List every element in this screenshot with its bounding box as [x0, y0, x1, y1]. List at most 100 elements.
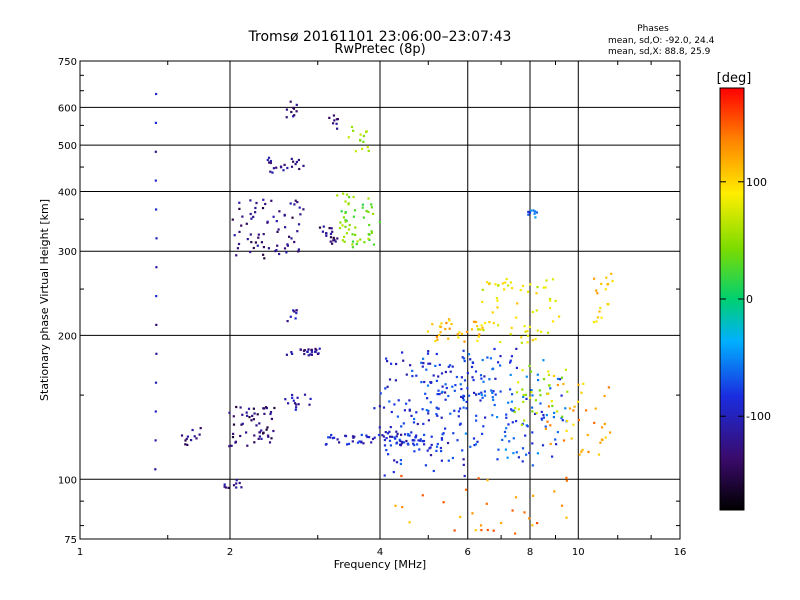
data-point — [549, 299, 552, 302]
data-point — [265, 428, 268, 431]
y-tick-label: 100 — [58, 475, 77, 486]
data-point — [354, 226, 357, 229]
data-point — [356, 240, 359, 243]
data-point — [530, 389, 533, 392]
data-point — [235, 254, 238, 257]
x-tick-label: 6 — [465, 547, 471, 558]
data-point — [403, 409, 406, 412]
data-point — [562, 382, 565, 386]
data-point — [309, 397, 312, 400]
data-point — [272, 215, 275, 218]
data-point — [276, 244, 279, 247]
data-point — [555, 443, 558, 446]
data-point — [466, 372, 469, 375]
data-point — [373, 407, 376, 410]
data-point — [256, 413, 259, 416]
data-point — [449, 364, 452, 367]
x-tick-labels: 1 2 4 6 8 10 16 — [77, 547, 687, 558]
data-point — [439, 325, 442, 329]
data-point — [475, 320, 478, 324]
data-point — [528, 211, 531, 214]
data-point — [422, 439, 426, 443]
data-point — [609, 431, 612, 434]
data-point — [310, 353, 313, 356]
data-point — [524, 434, 527, 437]
data-point — [512, 437, 515, 440]
data-point — [572, 409, 575, 412]
data-point — [224, 486, 227, 489]
data-point — [293, 240, 296, 244]
data-point — [272, 167, 275, 170]
data-point — [610, 272, 613, 275]
data-point — [245, 222, 248, 225]
data-point — [536, 286, 539, 289]
data-point — [525, 453, 528, 456]
data-point — [291, 396, 294, 399]
data-point — [232, 415, 235, 418]
data-point — [521, 369, 524, 372]
data-point — [352, 195, 355, 199]
data-point — [378, 221, 381, 224]
x-tick-label: 16 — [674, 547, 687, 558]
data-point — [597, 453, 601, 456]
data-point — [418, 448, 421, 451]
data-point — [520, 341, 523, 344]
data-point — [228, 445, 231, 448]
data-point — [524, 393, 528, 396]
data-point — [361, 206, 364, 209]
data-point — [245, 411, 248, 414]
data-point — [408, 521, 411, 524]
data-point — [193, 435, 196, 438]
data-point — [409, 364, 412, 367]
data-point — [494, 393, 497, 396]
data-point — [270, 437, 273, 440]
data-point — [547, 370, 550, 373]
data-point — [240, 423, 243, 426]
y-axis-label: Stationary phase Virtual Height [km] — [38, 199, 51, 401]
data-point — [240, 486, 243, 489]
data-point — [355, 242, 358, 246]
data-point — [440, 459, 443, 462]
data-point — [463, 379, 467, 382]
data-point — [408, 409, 411, 412]
data-point — [318, 347, 321, 350]
data-point — [361, 203, 364, 206]
data-point — [295, 103, 298, 106]
data-point — [505, 416, 508, 419]
data-point — [520, 336, 523, 339]
data-point — [266, 158, 269, 162]
data-point — [251, 414, 254, 417]
data-point — [586, 433, 589, 437]
data-point — [253, 434, 256, 437]
data-point — [410, 431, 413, 434]
data-point — [252, 407, 255, 410]
data-point — [547, 405, 550, 408]
data-point — [544, 286, 547, 289]
data-point — [346, 193, 349, 196]
data-point — [237, 242, 241, 246]
data-point — [292, 107, 296, 110]
colorbar-tick-label: -100 — [746, 410, 771, 423]
data-point — [504, 448, 507, 451]
data-point — [333, 436, 336, 439]
data-point — [541, 444, 545, 447]
data-point — [486, 281, 489, 284]
data-point — [595, 289, 598, 292]
data-point — [332, 114, 335, 117]
data-point — [499, 390, 502, 393]
data-point — [526, 290, 530, 293]
data-point — [520, 423, 523, 426]
data-point — [329, 240, 332, 243]
data-point — [430, 435, 433, 438]
data-point — [351, 440, 354, 443]
data-point — [336, 438, 339, 441]
data-point — [241, 422, 244, 425]
data-point — [258, 431, 261, 434]
data-point — [515, 316, 518, 319]
data-point — [289, 315, 292, 318]
data-point — [275, 166, 278, 169]
data-point — [344, 211, 347, 214]
data-point — [510, 400, 513, 403]
data-point — [297, 250, 300, 253]
data-point — [460, 395, 463, 398]
